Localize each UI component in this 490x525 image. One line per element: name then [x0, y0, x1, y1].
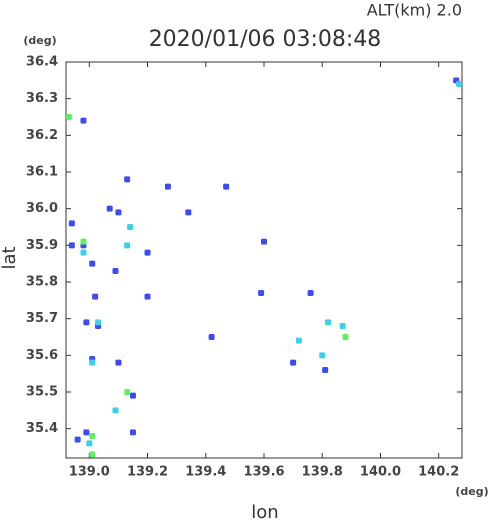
echo-cell — [92, 293, 99, 300]
echo-cell — [80, 238, 87, 245]
y-tick-label: 35.4 — [26, 421, 58, 436]
echo-cell — [129, 392, 136, 399]
echo-cell — [258, 290, 265, 296]
echo-cell — [185, 209, 192, 216]
echo-cell — [295, 337, 302, 344]
echo-cell — [86, 440, 93, 447]
echo-cell — [342, 334, 349, 340]
y-tick-label: 36.3 — [26, 91, 58, 106]
echo-cell — [144, 249, 151, 256]
echo-cell — [89, 433, 96, 439]
echo-cell — [89, 260, 96, 267]
echo-cell — [68, 220, 75, 227]
echo-cell — [80, 117, 87, 124]
y-tick-label: 36.4 — [26, 55, 58, 70]
x-tick-label: 140.0 — [360, 465, 401, 480]
echo-cell — [208, 334, 215, 340]
echo-cell — [83, 319, 90, 326]
echo-cell — [68, 242, 75, 249]
echo-cell — [83, 429, 90, 436]
echo-cell — [89, 451, 96, 458]
x-tick-label: 139.6 — [243, 465, 284, 480]
echo-cell — [115, 359, 122, 366]
y-tick-label: 35.6 — [26, 348, 58, 363]
echo-cell — [115, 209, 122, 216]
x-tick-label: 139.2 — [127, 465, 168, 480]
echo-cell — [124, 389, 131, 395]
y-tick-label: 36.2 — [26, 128, 58, 143]
plot-frame — [65, 61, 463, 459]
echo-cell — [290, 359, 297, 366]
echo-cell — [124, 242, 131, 249]
y-tick-label: 36.0 — [26, 201, 58, 216]
y-tick-label: 35.5 — [26, 385, 58, 400]
y-tick-label: 36.1 — [26, 165, 58, 180]
x-tick-label: 139.0 — [69, 465, 110, 480]
echo-cell — [112, 268, 119, 274]
echo-cell — [106, 205, 113, 212]
x-tick-label: 139.4 — [185, 465, 226, 480]
x-axis-label: lon — [251, 502, 278, 521]
echo-cell — [65, 114, 72, 120]
echo-cell — [95, 319, 102, 326]
y-axis-label: lat — [0, 246, 20, 269]
y-tick-label: 35.8 — [26, 275, 58, 290]
echo-cell — [164, 183, 171, 190]
y-tick-label: 35.7 — [26, 311, 58, 326]
echo-cell — [339, 323, 346, 329]
chart-title: 2020/01/06 03:08:48 — [149, 27, 382, 52]
echo-cell — [127, 224, 134, 230]
echo-cell — [124, 176, 131, 183]
echo-cell — [74, 436, 81, 443]
y-unit: (deg) — [23, 34, 56, 47]
x-unit: (deg) — [455, 485, 488, 498]
echo-cell — [223, 183, 230, 190]
echo-cell — [322, 367, 329, 373]
x-tick-label: 139.8 — [302, 465, 343, 480]
echo-cell — [456, 81, 463, 87]
echo-cell — [89, 359, 96, 366]
x-tick-label: 140.2 — [418, 465, 459, 480]
echo-cell — [129, 429, 136, 436]
echo-cell — [112, 407, 119, 414]
echo-cell — [261, 238, 267, 245]
echo-cell — [80, 249, 87, 256]
echo-cell — [144, 293, 151, 300]
subtitle: ALT(km) 2.0 — [367, 1, 462, 20]
echo-cell — [325, 319, 332, 326]
y-tick-label: 35.9 — [26, 238, 58, 253]
echo-cell — [307, 290, 314, 296]
echo-cell — [319, 352, 326, 359]
